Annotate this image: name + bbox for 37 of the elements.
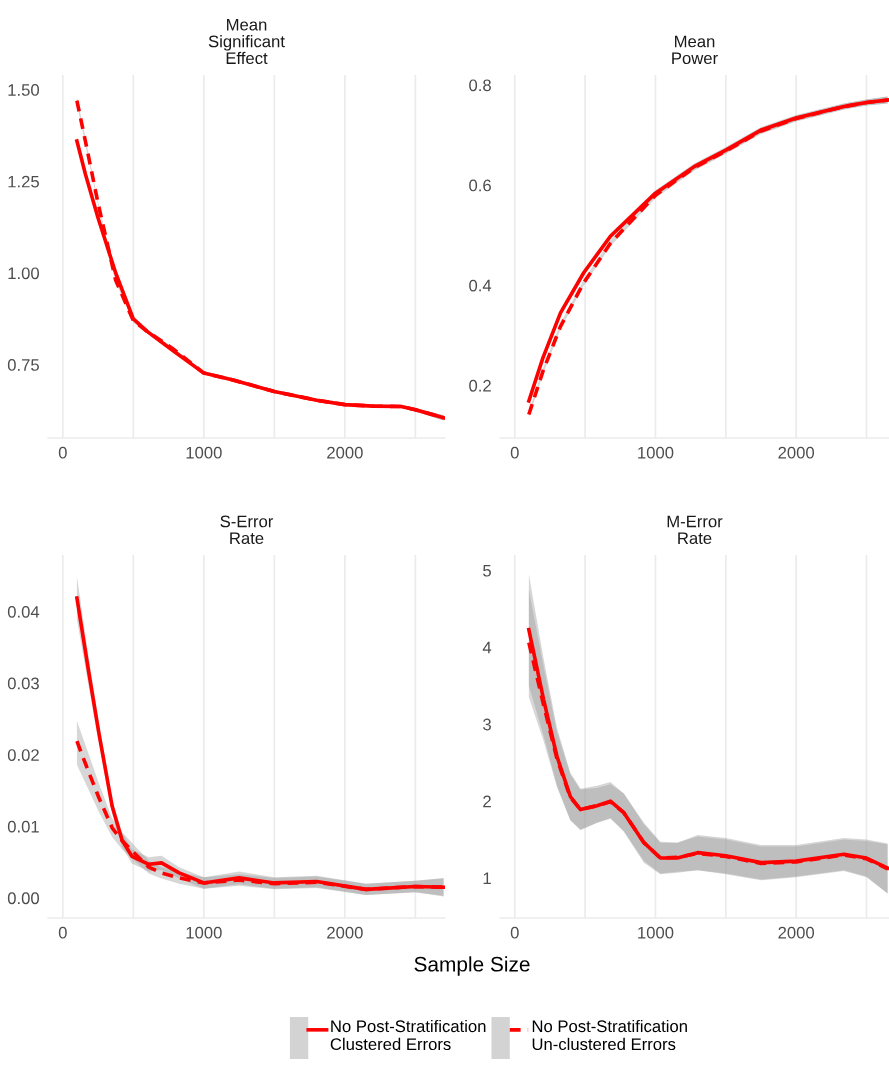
x-tick-label: 2000 — [327, 926, 363, 939]
x-tick-label: 1000 — [638, 926, 674, 939]
y-tick-label: 1.50 — [8, 84, 40, 96]
y-tick-label: 3 — [483, 718, 491, 731]
x-tick-label: 0 — [510, 446, 519, 459]
y-tick-label: 0.03 — [7, 677, 39, 690]
y-tick-label: 4 — [482, 641, 492, 654]
y-tick-label: 0.02 — [7, 749, 39, 761]
legend-label: No Post-Stratification Clustered Errors — [330, 1019, 486, 1051]
y-tick-label: 0.00 — [7, 892, 40, 905]
y-tick-label: 5 — [483, 564, 491, 577]
y-tick-label: 0.8 — [469, 79, 491, 92]
x-tick-label: 1000 — [186, 446, 222, 459]
x-axis-title: Sample Size — [414, 956, 530, 976]
x-tick-label: 0 — [58, 926, 67, 939]
chart-title: Mean Power — [672, 35, 718, 65]
chart-title: Mean Significant Effect — [208, 18, 285, 65]
x-tick-label: 2000 — [327, 446, 363, 459]
y-tick-label: 0.4 — [469, 279, 492, 292]
x-tick-label: 0 — [58, 446, 67, 459]
x-tick-label: 1000 — [638, 446, 674, 459]
y-tick-label: 0.6 — [469, 179, 491, 192]
x-tick-label: 0 — [510, 926, 519, 939]
y-tick-label: 1.25 — [8, 175, 39, 188]
y-tick-label: 2 — [483, 795, 491, 808]
y-tick-label: 0.75 — [7, 359, 39, 371]
y-tick-label: 0.2 — [469, 379, 491, 392]
x-tick-label: 2000 — [778, 446, 815, 459]
chart-title: S-Error Rate — [220, 515, 274, 545]
y-tick-label: 1 — [483, 872, 491, 885]
chart-title: M-Error Rate — [667, 515, 723, 545]
y-tick-label: 0.04 — [7, 605, 40, 618]
y-tick-label: 0.01 — [7, 820, 39, 833]
legend-label: No Post-Stratification Un-clustered Errors — [532, 1019, 687, 1051]
x-tick-label: 1000 — [186, 926, 222, 939]
x-tick-label: 2000 — [778, 926, 815, 939]
y-tick-label: 1.00 — [8, 267, 40, 280]
